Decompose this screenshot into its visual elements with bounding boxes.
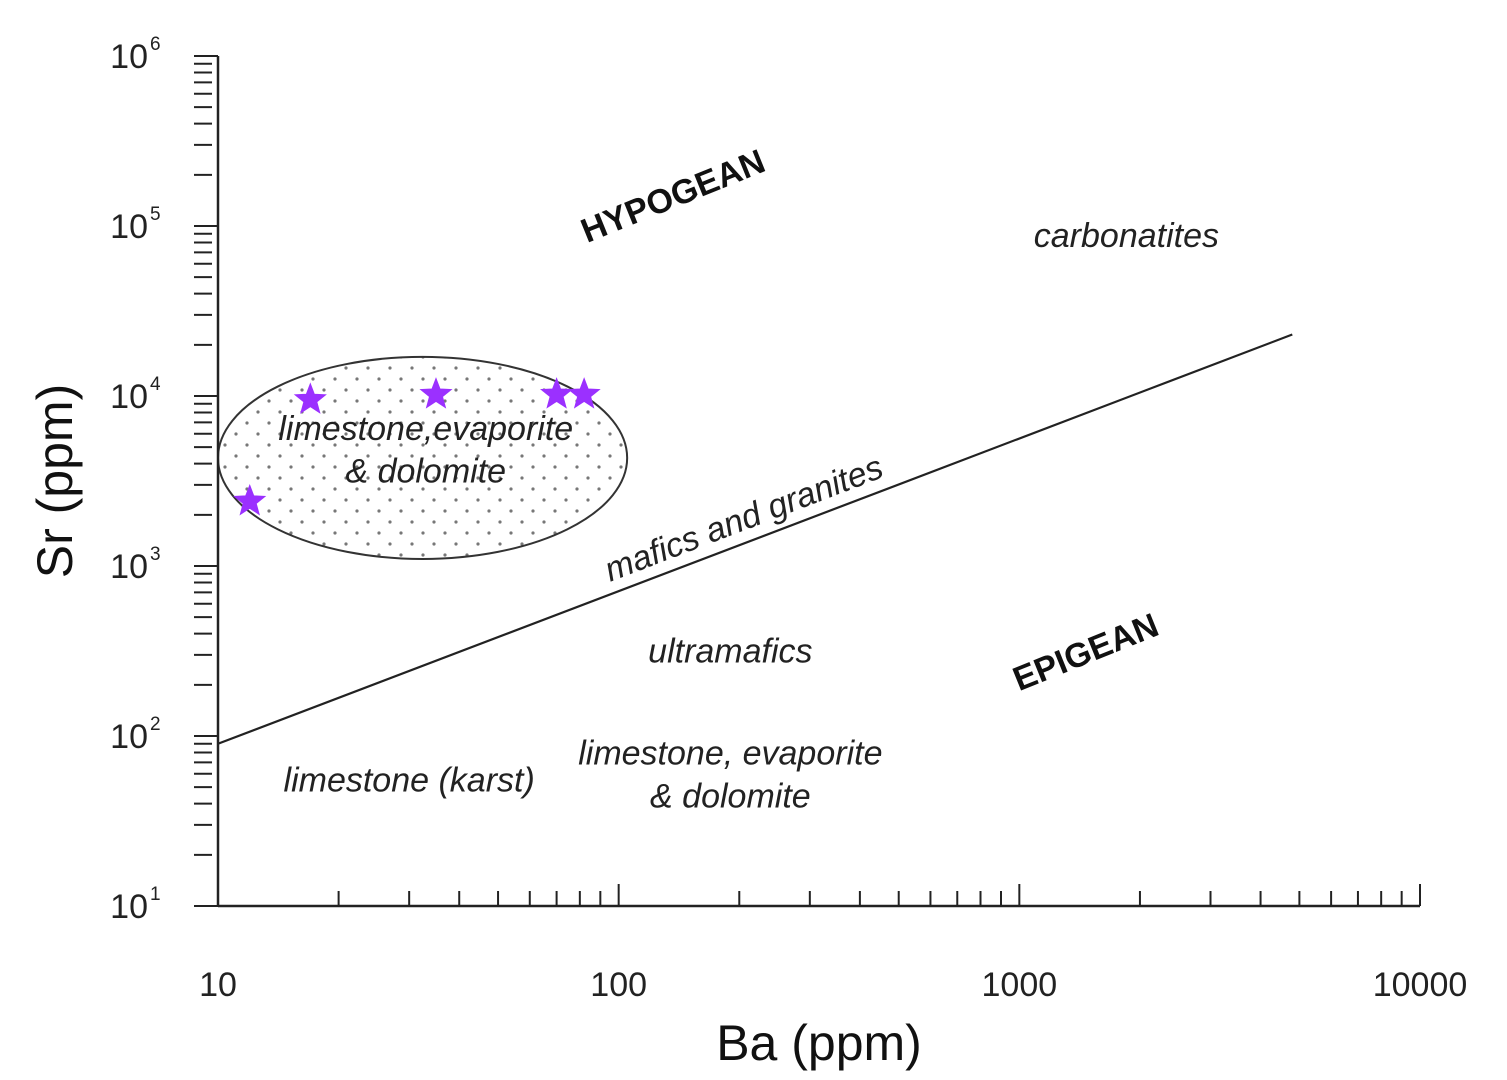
x-axis-title: Ba (ppm) bbox=[716, 1015, 922, 1071]
annotation-karst: limestone (karst) bbox=[284, 762, 535, 800]
y-tick-label: 10 bbox=[110, 38, 148, 76]
y-axis-title: Sr (ppm) bbox=[27, 384, 83, 578]
x-tick-label: 1000 bbox=[982, 966, 1058, 1004]
y-tick-label: 10 bbox=[110, 888, 148, 926]
data-point-star bbox=[567, 377, 601, 409]
data-point-star bbox=[293, 382, 327, 414]
annotation-ellipse-line-1: limestone,evaporite bbox=[278, 410, 573, 448]
y-tick-exponent: 4 bbox=[150, 374, 161, 395]
y-tick-exponent: 3 bbox=[150, 544, 161, 565]
annotation-mafics-granites: mafics and granites bbox=[599, 448, 888, 589]
y-tick-label: 10 bbox=[110, 378, 148, 416]
y-tick-label: 10 bbox=[110, 548, 148, 586]
boundary-line bbox=[217, 333, 1293, 745]
y-tick-exponent: 5 bbox=[150, 204, 161, 225]
x-tick-label: 100 bbox=[590, 966, 647, 1004]
y-tick-label: 10 bbox=[110, 208, 148, 246]
annotation-ultramafics: ultramafics bbox=[648, 633, 812, 671]
x-tick-label: 10 bbox=[199, 966, 237, 1004]
data-point-star bbox=[233, 483, 267, 516]
x-tick-label: 10000 bbox=[1373, 966, 1468, 1004]
annotation-ellipse-line-2: & dolomite bbox=[345, 452, 506, 490]
y-tick-exponent: 2 bbox=[150, 714, 161, 735]
annotation-hypogean: HYPOGEAN bbox=[576, 142, 771, 250]
data-point-star bbox=[419, 377, 453, 409]
y-tick-exponent: 6 bbox=[150, 34, 161, 55]
annotation-epigean: EPIGEAN bbox=[1008, 606, 1164, 699]
y-tick-exponent: 1 bbox=[150, 884, 161, 905]
field-layer bbox=[216, 355, 629, 560]
annotation-layer: HYPOGEAN EPIGEAN carbonatites mafics and gr… bbox=[278, 142, 1219, 815]
annotation-carbonatites: carbonatites bbox=[1034, 217, 1219, 255]
boundary-layer bbox=[217, 333, 1293, 745]
annotation-epigean-carb-1: limestone, evaporite bbox=[578, 734, 882, 772]
points-layer bbox=[233, 377, 601, 516]
y-tick-label: 10 bbox=[110, 718, 148, 756]
annotation-epigean-carb-2: & dolomite bbox=[650, 777, 811, 815]
